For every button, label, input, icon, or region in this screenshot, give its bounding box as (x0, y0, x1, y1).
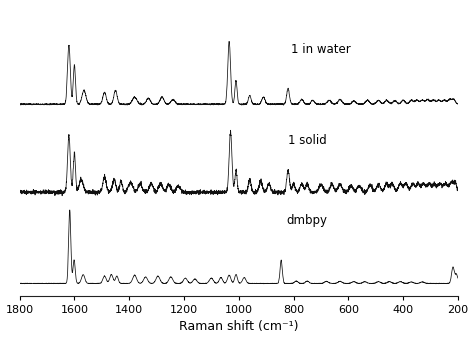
Text: 1 in water: 1 in water (291, 43, 351, 56)
Text: dmbpy: dmbpy (287, 214, 328, 227)
Text: 1 solid: 1 solid (288, 134, 327, 147)
X-axis label: Raman shift (cm⁻¹): Raman shift (cm⁻¹) (179, 320, 299, 334)
